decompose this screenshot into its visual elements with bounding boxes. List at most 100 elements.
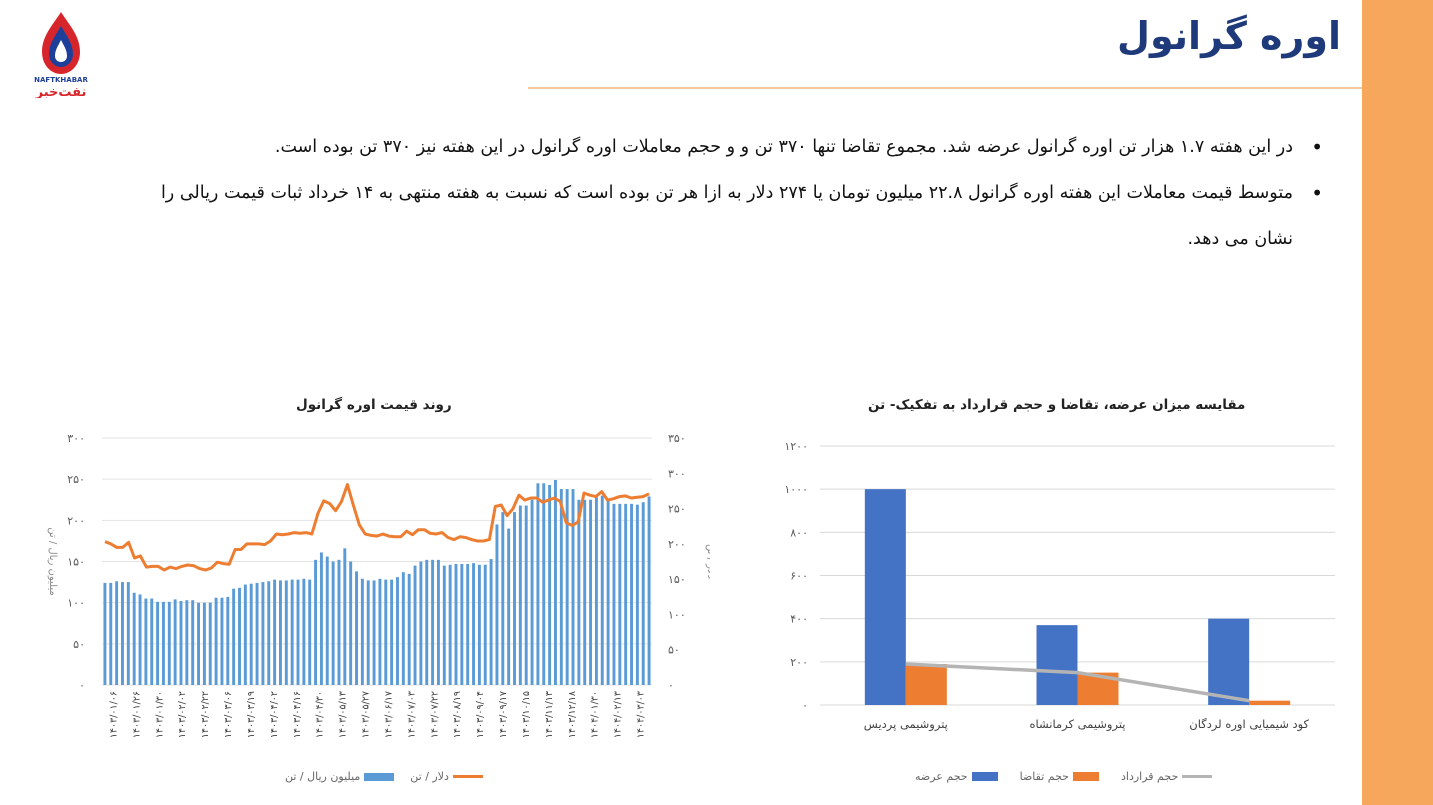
rial-price-bar (278, 580, 282, 685)
rial-price-bar (249, 583, 253, 685)
x-tick-label: ۱۴۰۴/۰۲/۱۳ (613, 691, 624, 738)
rial-price-bar (202, 602, 206, 685)
y-tick-label: ۱۰۰۰ (784, 483, 808, 496)
rial-price-bar (150, 598, 154, 685)
rial-price-bar (454, 563, 458, 685)
y-left-tick-label: ۱۰۰ (67, 597, 85, 610)
y-right-tick-label: ۳۰۰ (668, 467, 686, 480)
x-tick-label: ۱۴۰۳/۰۶/۱۷ (384, 691, 395, 738)
rial-price-bar (477, 564, 481, 685)
rial-price-bar (390, 579, 394, 685)
legend-label-supply: حجم عرضه (915, 770, 968, 783)
x-tick-label: ۱۴۰۳/۰۲/۲۲ (200, 691, 211, 738)
y-right-tick-label: ۲۵۰ (668, 503, 686, 516)
supply-bar (1036, 625, 1078, 705)
rial-price-bar (238, 587, 241, 685)
logo-sub-text: NAFTKHABAR (34, 76, 88, 84)
rial-price-bar (132, 592, 136, 685)
rial-price-bar (366, 580, 370, 685)
usd-price-line (104, 483, 650, 572)
rial-price-bar (624, 503, 628, 685)
y-tick-label: ۱۲۰۰ (784, 440, 808, 453)
rial-price-bar (641, 502, 645, 685)
rial-price-bar (571, 489, 575, 685)
rial-price-bar (594, 495, 598, 685)
demand-bar (1249, 700, 1291, 705)
rial-price-bar (267, 581, 271, 685)
y-right-axis-label: دلار / تن (705, 544, 710, 579)
rial-price-bar (296, 579, 300, 685)
x-tick-label: ۱۴۰۳/۱۰/۱۵ (521, 691, 532, 738)
x-tick-label: ۱۴۰۳/۰۵/۲۷ (361, 691, 372, 738)
page-title: اوره گرانول (1116, 14, 1341, 58)
rial-price-bar (431, 559, 435, 685)
supply-chart-title: مقایسه میزان عرضه، تقاضا و حجم قرارداد ب… (868, 397, 1246, 413)
rial-price-bar (407, 573, 411, 685)
rial-price-bar (331, 561, 335, 685)
rial-price-bar (378, 578, 382, 685)
y-right-tick-label: ۱۰۰ (668, 608, 686, 621)
rial-price-bar (360, 578, 364, 685)
rial-price-bar (226, 596, 230, 685)
x-tick-label: ۱۴۰۳/۰۴/۱۶ (292, 691, 303, 738)
rial-price-bar (214, 597, 218, 685)
x-tick-label: ۱۴۰۳/۰۹/۰۴ (475, 691, 486, 738)
legend-label-contract: حجم قرارداد (1120, 770, 1179, 783)
supply-bar (1208, 618, 1250, 705)
rial-price-bar (589, 499, 593, 685)
rial-price-bar (396, 577, 399, 685)
rial-price-bar (349, 561, 353, 685)
rial-price-bar (630, 503, 633, 685)
rial-price-bar (577, 499, 581, 685)
x-category-label: پتروشیمی کرمانشاه (1029, 717, 1125, 732)
rial-price-bar (173, 599, 177, 685)
rial-price-bar (600, 495, 604, 685)
rial-price-bar (518, 505, 522, 685)
rial-price-bar (466, 563, 470, 685)
rial-price-bar (530, 499, 534, 685)
y-right-tick-label: ۰ (668, 679, 674, 692)
rial-price-bar (255, 582, 259, 685)
x-tick-label: ۱۴۰۳/۱۲/۱۸ (567, 691, 578, 738)
title-underline (528, 87, 1362, 89)
rial-price-bar (483, 564, 487, 685)
rial-price-bar (372, 580, 376, 685)
y-tick-label: ۸۰۰ (790, 526, 808, 539)
rial-price-bar (115, 581, 119, 685)
x-tick-label: ۱۴۰۳/۰۳/۱۹ (246, 691, 257, 738)
rial-price-bar (460, 563, 464, 685)
supply-demand-chart: ۰ ۲۰۰ ۴۰۰ ۶۰۰ ۸۰۰ ۱۰۰۰ ۱۲۰۰ پتروشیمی پردیس پتروش… (784, 440, 1335, 732)
x-tick-label: ۱۴۰۳/۰۴/۰۲ (269, 691, 280, 738)
rial-price-bar (618, 503, 622, 685)
legend-swatch-contract (1182, 775, 1213, 778)
rial-price-bar (565, 489, 569, 685)
rial-price-bar (501, 512, 505, 685)
x-tick-label: ۱۴۰۳/۰۱/۳۰ (154, 691, 165, 738)
y-left-tick-label: ۰ (79, 679, 85, 692)
rial-price-bar (507, 528, 511, 685)
rial-price-bar (635, 504, 639, 685)
y-left-tick-label: ۲۵۰ (67, 473, 85, 486)
rial-price-bar (302, 578, 306, 685)
rial-price-bar (138, 594, 142, 685)
y-left-tick-label: ۳۰۰ (67, 432, 85, 445)
y-right-tick-label: ۱۵۰ (668, 573, 686, 586)
rial-price-bar (401, 572, 405, 685)
legend-swatch-rial (364, 772, 395, 781)
rial-price-bar (243, 584, 247, 685)
rial-price-bar (419, 561, 423, 685)
supply-bar (864, 489, 906, 705)
x-category-label: کود شیمیایی اوره لردگان (1189, 717, 1309, 732)
rial-price-bar (284, 580, 288, 685)
x-tick-label: ۱۴۰۳/۰۴/۳۰ (315, 691, 326, 738)
rial-price-bar (448, 564, 452, 685)
y-right-tick-label: ۳۵۰ (668, 432, 686, 445)
x-tick-label: ۱۴۰۳/۰۲/۰۲ (177, 691, 188, 738)
legend-swatch-supply (971, 772, 998, 781)
rial-price-bar (542, 483, 546, 685)
rial-price-bar (126, 582, 130, 685)
y-tick-label: ۴۰۰ (790, 613, 808, 626)
rial-price-bar (308, 579, 312, 685)
x-tick-label: ۱۴۰۳/۰۷/۰۳ (406, 691, 417, 738)
rial-price-bar (167, 601, 171, 685)
